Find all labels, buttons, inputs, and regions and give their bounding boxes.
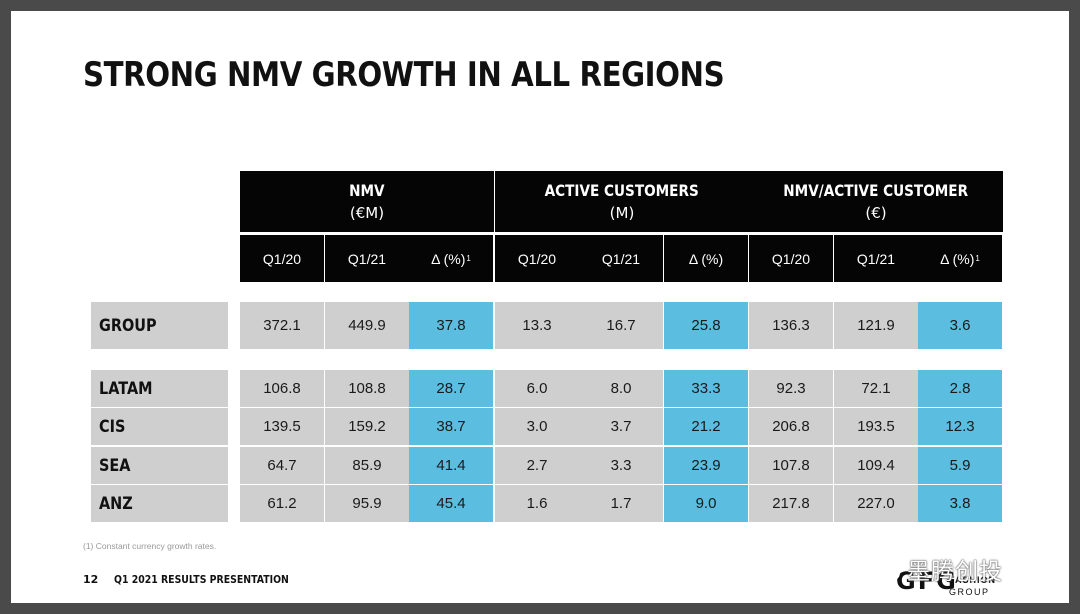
sub-header-label: Δ (%) xyxy=(940,250,975,267)
slide: STRONG NMV GROWTH IN ALL REGIONS NMV (€M)… xyxy=(11,11,1069,603)
column-unit: (€M) xyxy=(349,204,385,222)
row-label-text: GROUP xyxy=(99,315,157,336)
sub-header: Q1/21 xyxy=(579,235,663,282)
table-cell: 227.0 xyxy=(834,485,918,522)
table-cell: 85.9 xyxy=(325,447,409,484)
table-cell: 9.0 xyxy=(664,485,748,522)
sub-header: Q1/20 xyxy=(749,235,833,282)
sub-header: Q1/21 xyxy=(325,235,409,282)
table-cell: 3.6 xyxy=(918,302,1002,349)
watermark-text: 墨腾创投 xyxy=(907,559,1003,585)
column-header: ACTIVE CUSTOMERS (M) xyxy=(495,171,749,232)
table-cell: 121.9 xyxy=(834,302,918,349)
table-cell: 206.8 xyxy=(749,408,833,445)
wechat-icon xyxy=(870,556,900,582)
row-label: CIS xyxy=(91,408,228,445)
footnote: (1) Constant currency growth rates. xyxy=(83,541,217,551)
table-cell: 107.8 xyxy=(749,447,833,484)
table-cell: 3.0 xyxy=(495,408,579,445)
table-cell: 38.7 xyxy=(409,408,493,445)
logo-group: GROUP xyxy=(949,587,990,597)
column-header: NMV/ACTIVE CUSTOMER (€) xyxy=(749,171,1003,232)
table-cell: 33.3 xyxy=(664,370,748,407)
table-cell: 3.3 xyxy=(579,447,663,484)
row-label-text: SEA xyxy=(99,455,131,476)
table-cell: 1.7 xyxy=(579,485,663,522)
sub-header-label: Q1/20 xyxy=(771,250,811,267)
row-label: ANZ xyxy=(91,485,228,522)
table-cell: 372.1 xyxy=(240,302,324,349)
wechat-watermark: 墨腾创投 xyxy=(869,552,1003,586)
table-cell: 8.0 xyxy=(579,370,663,407)
logo-mark: GFG xyxy=(896,567,958,595)
table-cell: 217.8 xyxy=(749,485,833,522)
table-cell: 139.5 xyxy=(240,408,324,445)
column-title: ACTIVE CUSTOMERS xyxy=(544,181,700,200)
table-cell: 45.4 xyxy=(409,485,493,522)
sub-header: Δ (%) 1 xyxy=(918,235,1002,282)
row-label: LATAM xyxy=(91,370,228,407)
sub-header: Q1/20 xyxy=(495,235,579,282)
table-cell: 6.0 xyxy=(495,370,579,407)
table-cell: 12.3 xyxy=(918,408,1002,445)
table-cell: 95.9 xyxy=(325,485,409,522)
table-cell: 37.8 xyxy=(409,302,493,349)
sub-header-label: Δ (%) xyxy=(688,250,724,267)
row-label-text: CIS xyxy=(99,416,126,437)
table-cell: 2.8 xyxy=(918,370,1002,407)
table-cell: 5.9 xyxy=(918,447,1002,484)
table-cell: 92.3 xyxy=(749,370,833,407)
table-cell: 64.7 xyxy=(240,447,324,484)
table-cell: 61.2 xyxy=(240,485,324,522)
sub-header-label: Q1/21 xyxy=(601,250,641,267)
sub-header: Q1/21 xyxy=(834,235,918,282)
table-cell: 3.8 xyxy=(918,485,1002,522)
column-title: NMV/ACTIVE CUSTOMER xyxy=(783,181,969,200)
sub-header: Q1/20 xyxy=(240,235,324,282)
sub-header-label: Q1/20 xyxy=(517,250,557,267)
table-cell: 2.7 xyxy=(495,447,579,484)
row-label-text: LATAM xyxy=(99,378,153,399)
table-cell: 16.7 xyxy=(579,302,663,349)
table-cell: 108.8 xyxy=(325,370,409,407)
page-title: STRONG NMV GROWTH IN ALL REGIONS xyxy=(83,55,725,95)
table-cell: 1.6 xyxy=(495,485,579,522)
table-cell: 109.4 xyxy=(834,447,918,484)
sub-header: Δ (%) xyxy=(664,235,748,282)
sub-header: Δ (%) 1 xyxy=(409,235,493,282)
table-cell: 193.5 xyxy=(834,408,918,445)
sub-header-label: Q1/21 xyxy=(856,250,896,267)
table-cell: 159.2 xyxy=(325,408,409,445)
table-cell: 23.9 xyxy=(664,447,748,484)
table-cell: 28.7 xyxy=(409,370,493,407)
page-number: 12 xyxy=(83,573,99,586)
table-cell: 106.8 xyxy=(240,370,324,407)
column-title: NMV xyxy=(349,181,385,200)
table-cell: 41.4 xyxy=(409,447,493,484)
table-cell: 13.3 xyxy=(495,302,579,349)
table-cell: 136.3 xyxy=(749,302,833,349)
row-label-text: ANZ xyxy=(99,493,133,514)
table-cell: 72.1 xyxy=(834,370,918,407)
table-cell: 21.2 xyxy=(664,408,748,445)
logo-fashion: FASHION xyxy=(949,575,997,585)
footer-title: Q1 2021 RESULTS PRESENTATION xyxy=(114,573,289,586)
footnote-mark: 1 xyxy=(466,254,471,263)
column-unit: (€) xyxy=(865,204,887,222)
table-cell: 449.9 xyxy=(325,302,409,349)
row-label: SEA xyxy=(91,447,228,484)
footnote-mark: 1 xyxy=(975,254,980,263)
sub-header-label: Δ (%) xyxy=(431,250,466,267)
column-header: NMV (€M) xyxy=(240,171,494,232)
table-cell: 3.7 xyxy=(579,408,663,445)
sub-header-label: Q1/21 xyxy=(347,250,387,267)
table-cell: 25.8 xyxy=(664,302,748,349)
column-unit: (M) xyxy=(609,204,635,222)
sub-header-label: Q1/20 xyxy=(262,250,302,267)
row-label: GROUP xyxy=(91,302,228,349)
